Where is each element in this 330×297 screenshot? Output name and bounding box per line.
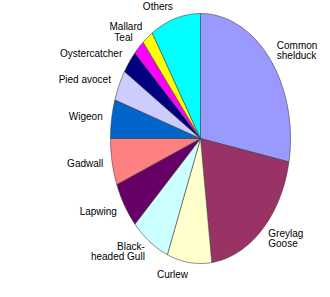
svg-text:Pied avocet: Pied avocet xyxy=(59,74,111,85)
svg-text:Gadwall: Gadwall xyxy=(67,158,103,169)
svg-text:Wigeon: Wigeon xyxy=(69,111,103,122)
svg-text:Black-headed Gull: Black-headed Gull xyxy=(91,241,145,262)
svg-text:Others: Others xyxy=(143,1,173,12)
svg-text:Teal: Teal xyxy=(114,32,132,43)
svg-text:Commonshelduck: Commonshelduck xyxy=(277,40,318,61)
svg-text:Mallard: Mallard xyxy=(110,21,143,32)
svg-text:GreylagGoose: GreylagGoose xyxy=(268,228,303,249)
svg-text:Oystercatcher: Oystercatcher xyxy=(60,48,123,59)
svg-text:Curlew: Curlew xyxy=(157,269,189,280)
svg-text:Lapwing: Lapwing xyxy=(80,206,117,217)
